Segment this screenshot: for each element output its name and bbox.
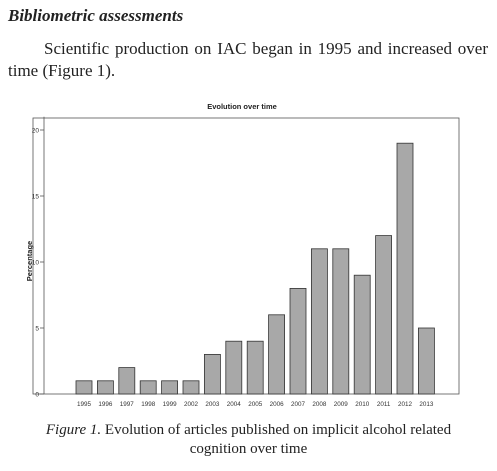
y-tick-label: 5	[35, 326, 39, 333]
y-axis: 0 5 10 15 20	[32, 116, 45, 399]
y-tick-label: 20	[32, 128, 40, 135]
section-heading: Bibliometric assessments	[8, 6, 184, 25]
bar	[332, 248, 350, 395]
bar	[161, 380, 179, 395]
bar	[268, 314, 286, 395]
y-axis-label: Percentage	[25, 241, 34, 281]
bar	[225, 340, 243, 395]
x-tick-label: 2009	[334, 401, 349, 408]
x-tick-label: 2010	[355, 401, 370, 408]
caption-text-line1: Evolution of articles published on impli…	[101, 422, 452, 438]
figure-caption: Figure 1. Evolution of articles publishe…	[0, 421, 497, 459]
y-tick-label: 10	[32, 260, 40, 267]
caption-lead: Figure 1.	[45, 422, 102, 438]
x-tick-label: 1998	[141, 401, 156, 408]
bar	[289, 287, 307, 395]
x-tick-label: 1996	[98, 401, 113, 408]
bar	[97, 380, 114, 395]
bar-chart: Evolution over time Percentage 05101520 …	[25, 102, 460, 408]
x-tick-label: 2011	[377, 401, 391, 408]
x-tick-label: 2003	[205, 401, 220, 408]
bars	[75, 142, 435, 395]
y-tick-label: 0	[35, 392, 39, 399]
body-paragraph: Scientific production on IAC began in 19…	[8, 39, 488, 80]
plot-frame	[32, 117, 460, 395]
x-tick-label: 2006	[270, 401, 285, 408]
caption-text-line2: cognition over time	[189, 441, 308, 457]
x-tick-label: 2012	[398, 401, 413, 408]
bar	[417, 327, 435, 395]
x-tick-label: 2005	[248, 401, 263, 408]
x-axis: 1995 1996 1997 1998 1999 2002 2003 2004 2005 2006…	[77, 401, 434, 408]
bar	[118, 367, 136, 395]
x-tick-label: 2008	[312, 401, 327, 408]
y-tick-label: 15	[32, 194, 40, 201]
bar	[246, 340, 264, 395]
x-tick-label: 1997	[120, 401, 135, 408]
bar	[203, 353, 221, 395]
bar	[182, 380, 200, 395]
x-tick-label: 2007	[291, 401, 306, 408]
x-tick-label: 2002	[184, 401, 199, 408]
x-tick-label: 1999	[163, 401, 178, 408]
bar	[375, 235, 393, 395]
x-tick-label: 2013	[419, 401, 434, 408]
bar	[396, 142, 414, 395]
x-tick-label: 2004	[227, 401, 242, 408]
bar	[75, 380, 93, 395]
bar	[310, 248, 328, 395]
chart-title: Evolution over time	[207, 102, 277, 111]
bar	[139, 380, 157, 395]
bar	[353, 274, 371, 395]
x-tick-label: 1995	[77, 401, 92, 408]
